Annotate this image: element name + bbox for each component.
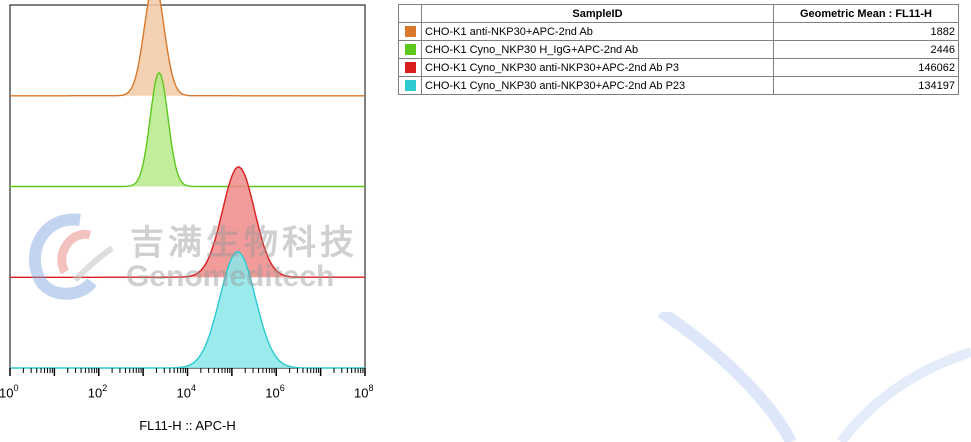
table-header-row: SampleID Geometric Mean : FL11-H bbox=[398, 4, 959, 23]
histogram-svg bbox=[9, 0, 366, 376]
x-tick-label: 100 bbox=[0, 383, 19, 401]
swatch-cell bbox=[398, 22, 422, 41]
corner-decoration-icon bbox=[657, 312, 971, 442]
color-swatch bbox=[404, 62, 416, 74]
histogram-fill bbox=[10, 0, 365, 96]
table-row: CHO-K1 Cyno_NKP30 anti-NKP30+APC-2nd Ab … bbox=[398, 76, 959, 95]
color-swatch bbox=[404, 44, 416, 56]
histogram-fill bbox=[10, 251, 365, 368]
x-tick-label: 102 bbox=[87, 383, 108, 401]
geometric-mean-value: 2446 bbox=[773, 40, 959, 59]
sample-name: CHO-K1 Cyno_NKP30 H_IgG+APC-2nd Ab bbox=[421, 40, 774, 59]
swatch-cell bbox=[398, 40, 422, 59]
histogram-line bbox=[10, 251, 365, 369]
color-swatch bbox=[404, 80, 416, 92]
histogram-fill bbox=[10, 166, 365, 278]
histogram-line bbox=[10, 0, 365, 97]
x-tick-label: 104 bbox=[176, 383, 196, 401]
sample-name: CHO-K1 anti-NKP30+APC-2nd Ab bbox=[421, 22, 774, 41]
histogram-plot: 100 102 104 106 108 FL11-H :: APC-H bbox=[0, 0, 380, 442]
swatch-cell bbox=[398, 58, 422, 77]
table-row: CHO-K1 anti-NKP30+APC-2nd Ab 1882 bbox=[398, 22, 959, 41]
x-axis-label: FL11-H :: APC-H bbox=[139, 418, 236, 433]
table-row: CHO-K1 Cyno_NKP30 H_IgG+APC-2nd Ab 2446 bbox=[398, 40, 959, 59]
sample-name: CHO-K1 Cyno_NKP30 anti-NKP30+APC-2nd Ab … bbox=[421, 58, 774, 77]
geometric-mean-value: 1882 bbox=[773, 22, 959, 41]
histogram-line bbox=[10, 71, 365, 188]
header-blank bbox=[398, 4, 422, 23]
geometric-mean-value: 146062 bbox=[773, 58, 959, 77]
sample-table: SampleID Geometric Mean : FL11-H CHO-K1 … bbox=[398, 4, 959, 95]
swatch-cell bbox=[398, 76, 422, 95]
sample-name: CHO-K1 Cyno_NKP30 anti-NKP30+APC-2nd Ab … bbox=[421, 76, 774, 95]
header-sample-id: SampleID bbox=[421, 4, 774, 23]
header-geometric-mean: Geometric Mean : FL11-H bbox=[773, 4, 959, 23]
x-tick-label: 106 bbox=[265, 383, 285, 401]
x-tick-label: 108 bbox=[354, 383, 374, 401]
geometric-mean-value: 134197 bbox=[773, 76, 959, 95]
histogram-fill bbox=[10, 72, 365, 187]
color-swatch bbox=[404, 26, 416, 38]
table-row: CHO-K1 Cyno_NKP30 anti-NKP30+APC-2nd Ab … bbox=[398, 58, 959, 77]
histogram-line bbox=[10, 166, 365, 278]
